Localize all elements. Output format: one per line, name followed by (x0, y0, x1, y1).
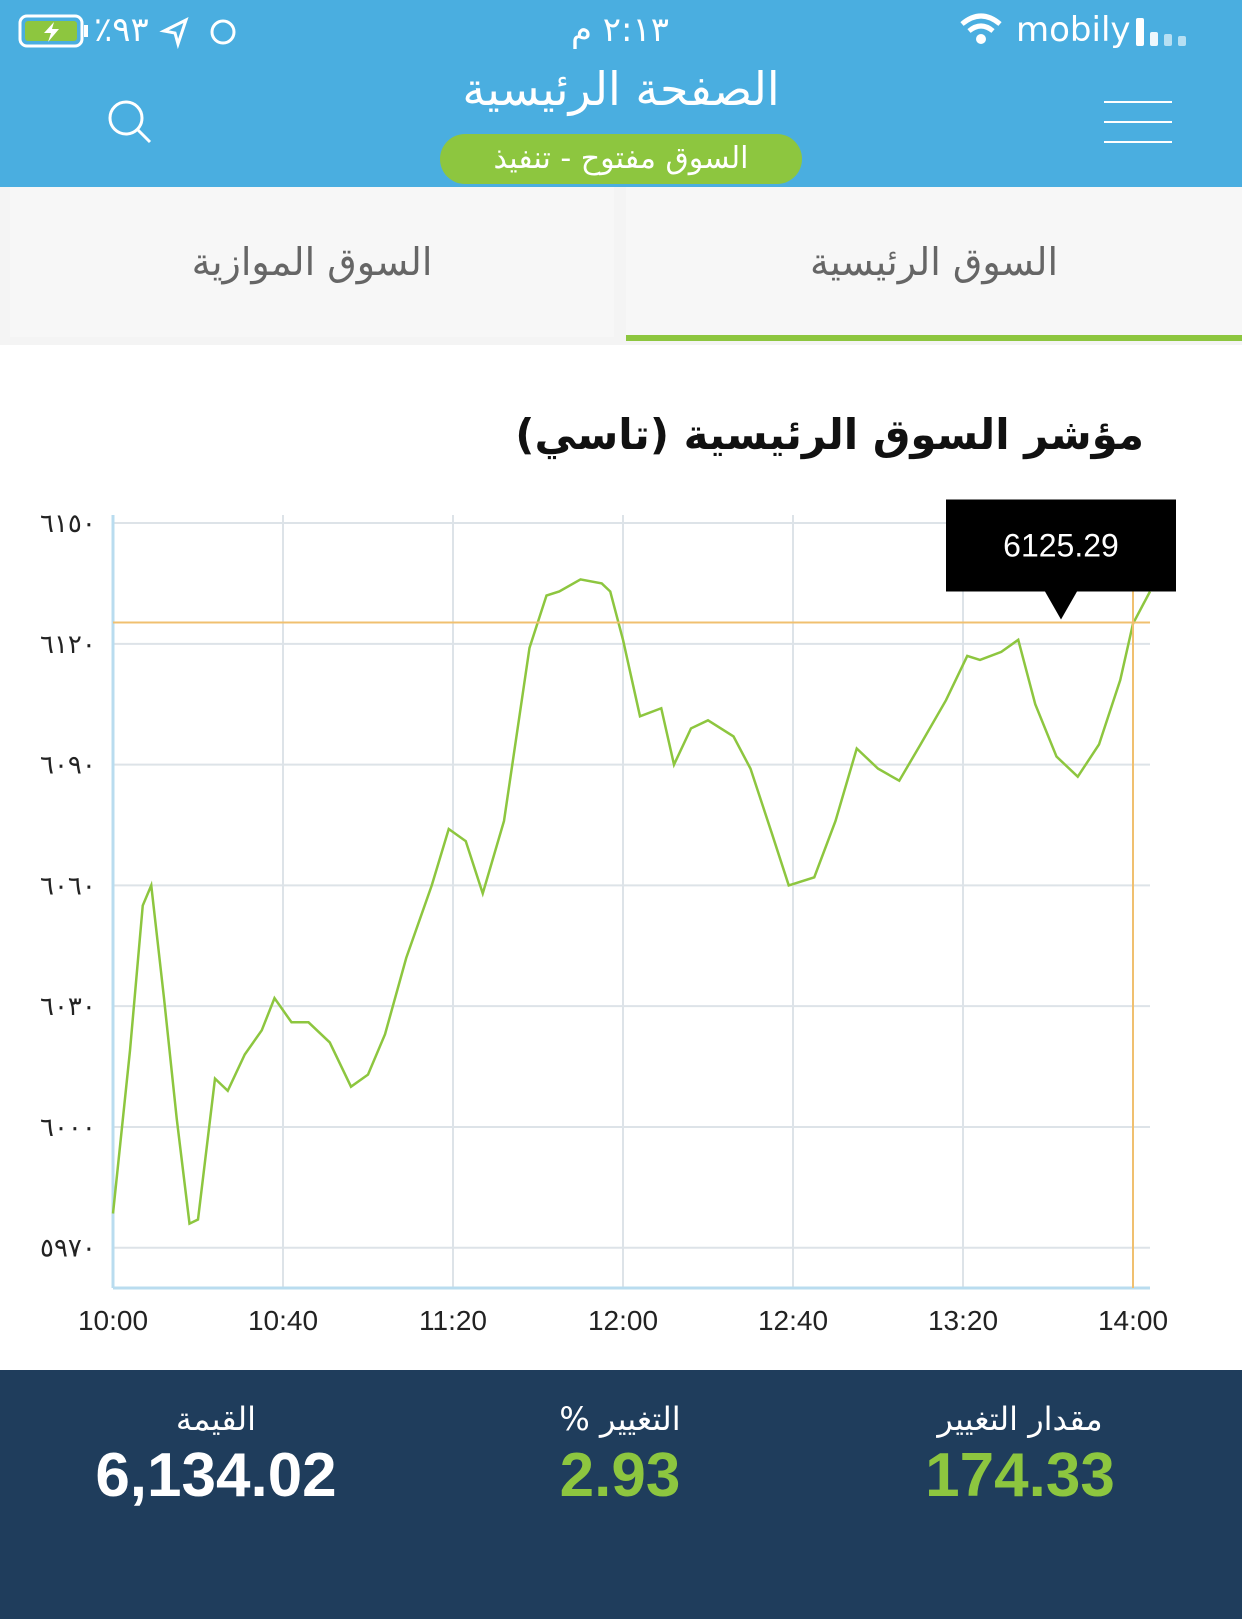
tooltip-value: 6125.29 (1003, 528, 1119, 564)
stat: % التغيير 2.93 (440, 1400, 800, 1511)
y-tick-label: ٦٠٣٠ (40, 991, 96, 1021)
y-tick-label: ٦٠٠٠ (40, 1112, 96, 1142)
y-tick-label: ٥٩٧٠ (40, 1233, 96, 1263)
stat: القيمة 6,134.02 (36, 1400, 396, 1511)
tab-main[interactable]: السوق الرئيسية (626, 187, 1242, 341)
wifi-icon (960, 13, 1002, 44)
x-tick-label: 12:00 (588, 1305, 658, 1336)
market-status: السوق مفتوح - تنفيذ (440, 134, 802, 184)
tooltip-box (946, 499, 1176, 620)
y-tick-label: ٦٠٩٠ (40, 750, 96, 780)
y-tick-label: ٦٠٦٠ (40, 870, 96, 900)
tab-parallel[interactable]: السوق الموازية (10, 187, 614, 337)
stats-bar: القيمة 6,134.02 % التغيير 2.93 مقدار الت… (0, 1370, 1242, 1619)
menu-button[interactable] (1102, 98, 1174, 148)
carrier: mobily (1016, 10, 1131, 50)
stat-label: % التغيير (559, 1400, 681, 1438)
header: ٪٩٣ ٢:١٣ م mobily الصفحة الرئيسية السوق … (0, 0, 1242, 187)
chart: ٥٩٧٠ ٦٠٠٠ ٦٠٣٠ ٦٠٦٠ ٦٠٩٠ ٦١٢٠ ٦١٥٠ 10:00 10:40 11… (40, 499, 1176, 1336)
stat: مقدار التغيير 174.33 (840, 1400, 1200, 1511)
tooltip: 6125.29 (946, 499, 1176, 620)
status-icons (18, 14, 236, 50)
chart-title: مؤشر السوق الرئيسية (تاسي) (515, 410, 1144, 459)
stat-value: 6,134.02 (95, 1441, 337, 1510)
stat-value: 174.33 (925, 1441, 1115, 1510)
signal-icon (1136, 18, 1186, 46)
y-tick-label: ٦١٥٠ (40, 508, 96, 538)
x-tick-label: 10:00 (78, 1305, 148, 1336)
y-tick-label: ٦١٢٠ (40, 629, 96, 659)
stat-label: مقدار التغيير (937, 1400, 1103, 1438)
x-tick-label: 11:20 (419, 1305, 487, 1336)
x-tick-label: 13:20 (928, 1305, 998, 1336)
x-tick-label: 14:00 (1098, 1305, 1168, 1336)
clock: ٢:١٣ م (570, 10, 670, 50)
search-button[interactable] (106, 98, 156, 146)
stat-label: القيمة (175, 1400, 257, 1438)
x-tick-label: 12:40 (758, 1305, 828, 1336)
x-tick-label: 10:40 (248, 1305, 318, 1336)
index-line (111, 578, 1152, 1226)
tabs: السوق الرئيسية السوق الموازية (0, 187, 1242, 345)
battery: ٪٩٣ (94, 10, 149, 50)
page-title: الصفحة الرئيسية (462, 62, 780, 116)
stat-value: 2.93 (559, 1441, 681, 1510)
